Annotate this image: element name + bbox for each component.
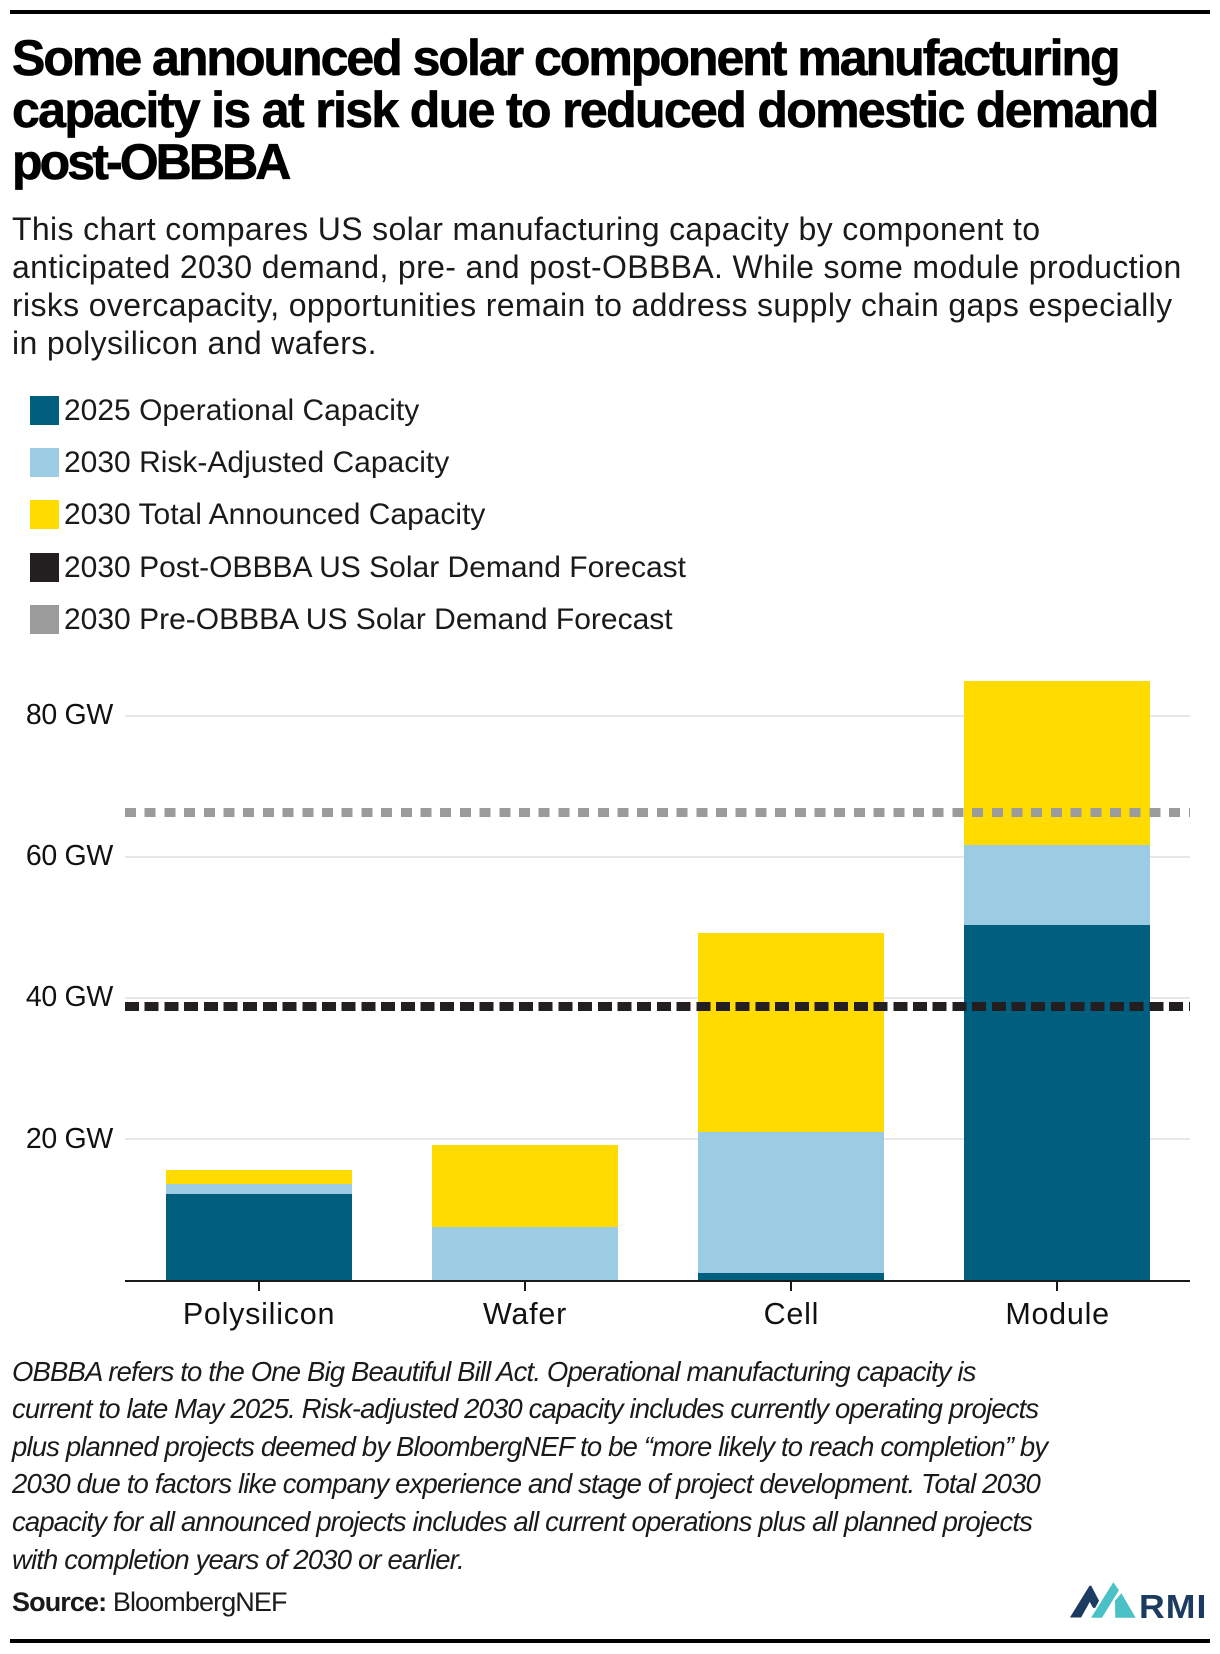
svg-text:RMI: RMI bbox=[1139, 1589, 1208, 1620]
